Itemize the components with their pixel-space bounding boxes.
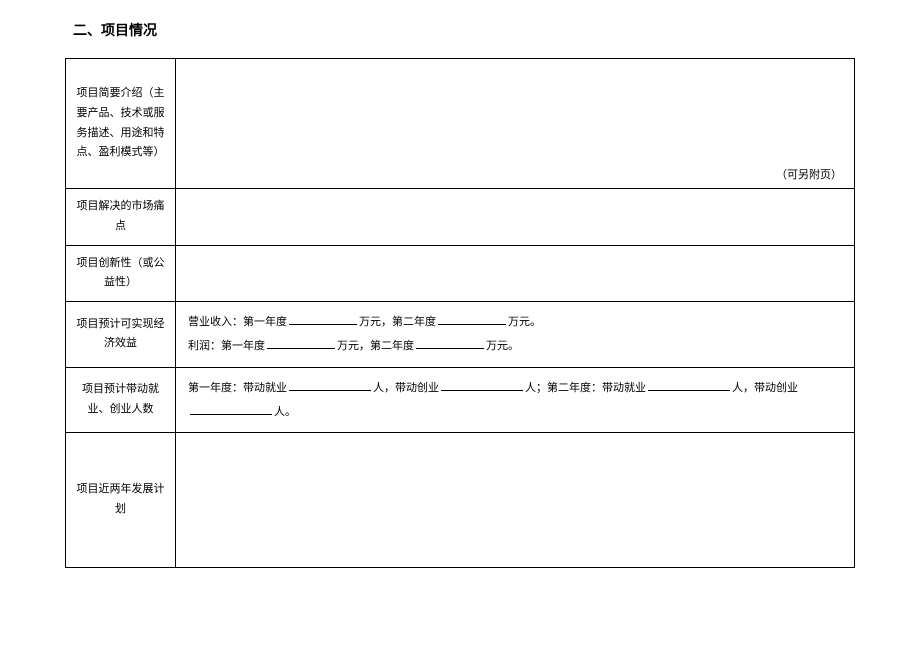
blank-profit-y2 [416, 337, 484, 349]
blank-rev-y2 [438, 313, 506, 325]
row-innovation: 项目创新性（或公益性） [66, 245, 855, 302]
econ-line-revenue: 营业收入：第一年度 万元，第二年度 万元。 [188, 310, 842, 334]
row-employment: 项目预计带动就业、创业人数 第一年度：带动就业 人，带动创业 人；第二年度：带动就业… [66, 367, 855, 432]
blank-rev-y1 [289, 313, 357, 325]
label-plan: 项目近两年发展计划 [66, 432, 176, 567]
row-intro: 项目简要介绍（主要产品、技术或服务描述、用途和特点、盈利模式等） （可另附页） [66, 59, 855, 189]
project-table: 项目简要介绍（主要产品、技术或服务描述、用途和特点、盈利模式等） （可另附页） … [65, 58, 855, 568]
blank-emp-y2-biz [190, 403, 272, 415]
blank-emp-y1-biz [441, 379, 523, 391]
blank-emp-y1-job [289, 379, 371, 391]
blank-profit-y1 [267, 337, 335, 349]
econ-profit-mid: 万元，第二年度 [337, 340, 414, 352]
content-innovation [176, 245, 855, 302]
emp-y2-suffix: 人。 [274, 406, 296, 418]
econ-rev-suffix: 万元。 [508, 316, 541, 328]
label-employment: 项目预计带动就业、创业人数 [66, 367, 176, 432]
emp-y1-mid: 人，带动创业 [373, 382, 439, 394]
emp-y2-mid: 人，带动创业 [732, 382, 798, 394]
content-employment: 第一年度：带动就业 人，带动创业 人；第二年度：带动就业 人，带动创业人。 [176, 367, 855, 432]
econ-profit-suffix: 万元。 [486, 340, 519, 352]
section-title: 二、项目情况 [73, 20, 855, 40]
econ-rev-mid: 万元，第二年度 [359, 316, 436, 328]
econ-line-profit: 利润：第一年度 万元，第二年度 万元。 [188, 334, 842, 358]
content-economic: 营业收入：第一年度万元，第二年度万元。 利润：第一年度万元，第二年度万元。 [176, 302, 855, 367]
content-pain [176, 189, 855, 246]
row-plan: 项目近两年发展计划 [66, 432, 855, 567]
label-innovation: 项目创新性（或公益性） [66, 245, 176, 302]
econ-rev-prefix: 营业收入：第一年度 [188, 316, 287, 328]
row-economic: 项目预计可实现经济效益 营业收入：第一年度万元，第二年度万元。 利润：第一年度万… [66, 302, 855, 367]
content-plan [176, 432, 855, 567]
blank-emp-y2-job [648, 379, 730, 391]
label-pain: 项目解决的市场痛点 [66, 189, 176, 246]
label-economic: 项目预计可实现经济效益 [66, 302, 176, 367]
intro-note: （可另附页） [776, 169, 842, 181]
label-intro: 项目简要介绍（主要产品、技术或服务描述、用途和特点、盈利模式等） [66, 59, 176, 189]
content-intro: （可另附页） [176, 59, 855, 189]
row-pain: 项目解决的市场痛点 [66, 189, 855, 246]
econ-profit-prefix: 利润：第一年度 [188, 340, 265, 352]
emp-y1-suffix: 人；第二年度：带动就业 [525, 382, 646, 394]
emp-y1-prefix: 第一年度：带动就业 [188, 382, 287, 394]
